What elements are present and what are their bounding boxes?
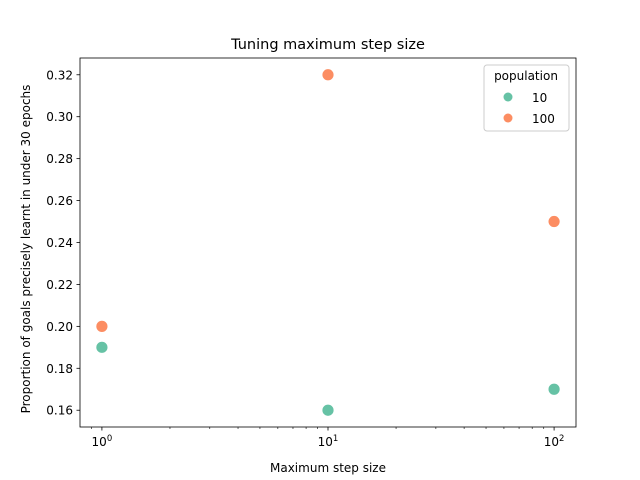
y-tick-label: 0.22 (46, 278, 73, 292)
y-axis-label: Proportion of goals precisely learnt in … (19, 85, 33, 414)
legend: population 10 100 (483, 64, 570, 132)
legend-label-series-0: 10 (532, 91, 547, 105)
y-tick-label: 0.24 (46, 236, 73, 250)
y-tick-label: 0.32 (46, 68, 73, 82)
x-tick-label: 101 (318, 434, 339, 449)
data-point-series-1 (547, 215, 561, 228)
y-tick-label: 0.16 (46, 404, 73, 418)
data-points (95, 68, 561, 417)
x-axis-label: Maximum step size (270, 461, 386, 475)
data-point-series-1 (95, 319, 109, 333)
legend-title: population (494, 69, 558, 83)
y-axis: 0.16 0.18 0.20 0.22 0.24 0.26 0.28 0.30 0.32 (46, 68, 80, 418)
y-tick-label: 0.30 (46, 110, 73, 124)
y-tick-label: 0.28 (46, 152, 73, 166)
legend-label-series-1: 100 (532, 112, 555, 126)
data-point-series-0 (95, 340, 109, 354)
y-tick-label: 0.26 (46, 194, 73, 208)
x-tick-label: 102 (544, 434, 565, 449)
legend-marker-series-0 (503, 92, 513, 102)
data-point-series-0 (547, 382, 561, 396)
x-tick-label: 100 (92, 434, 113, 449)
y-tick-label: 0.20 (46, 320, 73, 334)
data-point-series-1 (321, 68, 335, 82)
data-point-series-0 (321, 403, 335, 417)
legend-marker-series-1 (503, 113, 513, 123)
y-tick-label: 0.18 (46, 362, 73, 376)
x-axis: 100 101 102 (91, 427, 565, 449)
chart-title: Tuning maximum step size (230, 37, 425, 53)
